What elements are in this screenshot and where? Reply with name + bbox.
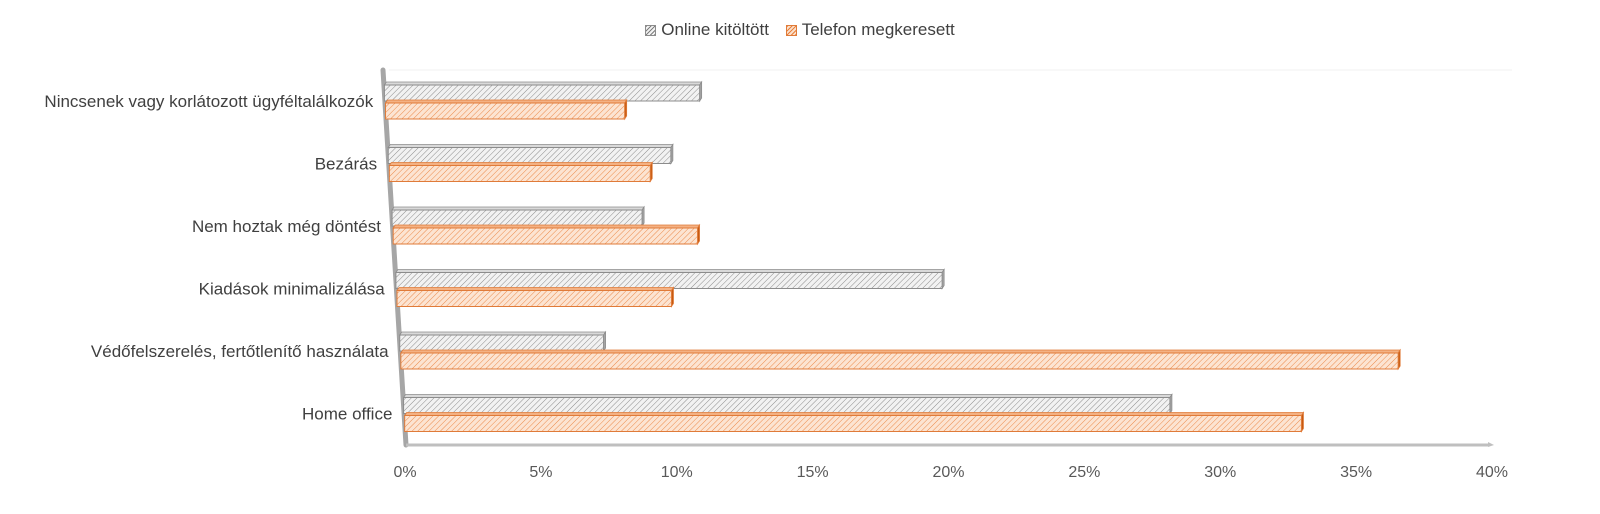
bar-online [403,397,1171,414]
bar-telefon [388,165,651,182]
x-tick-label: 30% [1204,464,1236,481]
legend-swatch-online [645,24,657,36]
bar-online [399,334,605,352]
y-category-label: Nincsenek vagy korlátozott ügyféltalálko… [44,92,373,111]
legend-label-online: Online kitöltött [661,20,769,39]
y-category-label: Nem hoztak még döntést [192,217,381,236]
x-tick-label: 20% [932,464,964,481]
x-tick-label: 40% [1476,464,1508,481]
bar-telefon [385,102,626,120]
legend-item-online: Online kitöltött [645,20,769,40]
x-axis-end [1488,442,1494,447]
y-category-label: Home office [302,405,392,424]
x-tick-label: 15% [797,464,829,481]
y-category-label: Bezárás [315,155,377,174]
x-tick-label: 25% [1068,464,1100,481]
bar-online [383,84,701,102]
y-category-label: Védőfelszerelés, fertőtlenítő használata [91,342,389,361]
bar-online [387,147,672,164]
y-category-label: Kiadások minimalizálása [199,280,386,299]
legend-swatch-telefon [785,24,797,36]
x-tick-label: 5% [529,464,552,481]
bar-online [391,209,643,227]
x-tick-label: 10% [661,464,693,481]
bar-telefon [396,290,672,307]
bar-online [395,272,943,289]
x-tick-label: 35% [1340,464,1372,481]
bar-telefon [400,352,1399,370]
bar-telefon [404,415,1302,432]
legend: Online kitöltött Telefon megkeresett [0,20,1600,41]
x-tick-label: 0% [393,464,416,481]
bar-telefon [392,227,699,245]
legend-label-telefon: Telefon megkeresett [801,20,955,39]
y-axis-line [380,67,409,448]
legend-item-telefon: Telefon megkeresett [785,20,955,40]
